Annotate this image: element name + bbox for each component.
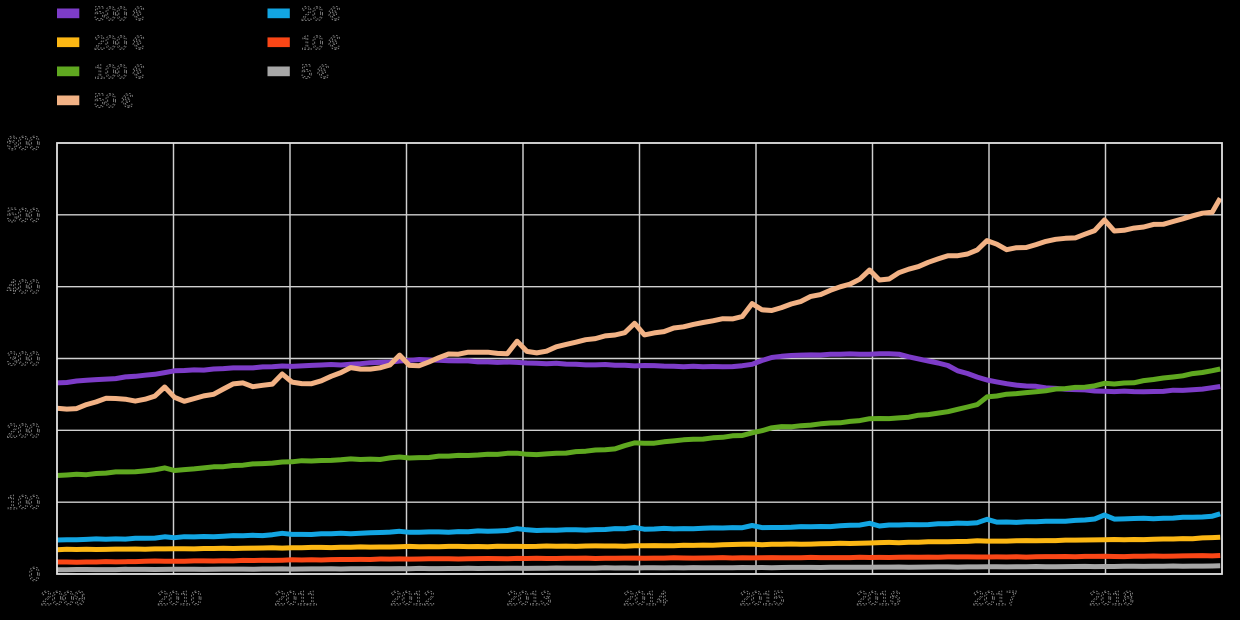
svg-text:100: 100 (7, 492, 40, 514)
svg-text:2014: 2014 (623, 588, 668, 610)
svg-text:500: 500 (7, 205, 40, 227)
svg-text:2018: 2018 (1089, 588, 1134, 610)
svg-text:10 €: 10 € (301, 32, 340, 54)
svg-text:300: 300 (7, 349, 40, 371)
svg-text:2011: 2011 (274, 588, 317, 610)
svg-text:20 €: 20 € (301, 3, 340, 25)
svg-text:5 €: 5 € (301, 61, 329, 83)
svg-text:2012: 2012 (390, 588, 435, 610)
svg-text:2013: 2013 (507, 588, 552, 610)
svg-text:200: 200 (7, 420, 40, 442)
svg-text:100 €: 100 € (94, 61, 144, 83)
svg-text:0: 0 (29, 564, 40, 586)
svg-text:200 €: 200 € (94, 32, 144, 54)
svg-text:500 €: 500 € (94, 3, 144, 25)
svg-text:2016: 2016 (856, 588, 901, 610)
svg-text:50 €: 50 € (94, 90, 133, 112)
svg-text:2015: 2015 (740, 588, 785, 610)
svg-text:600: 600 (7, 133, 40, 155)
svg-text:2010: 2010 (157, 588, 202, 610)
svg-text:2009: 2009 (41, 588, 86, 610)
svg-text:400: 400 (7, 277, 40, 299)
svg-text:2017: 2017 (973, 588, 1018, 610)
